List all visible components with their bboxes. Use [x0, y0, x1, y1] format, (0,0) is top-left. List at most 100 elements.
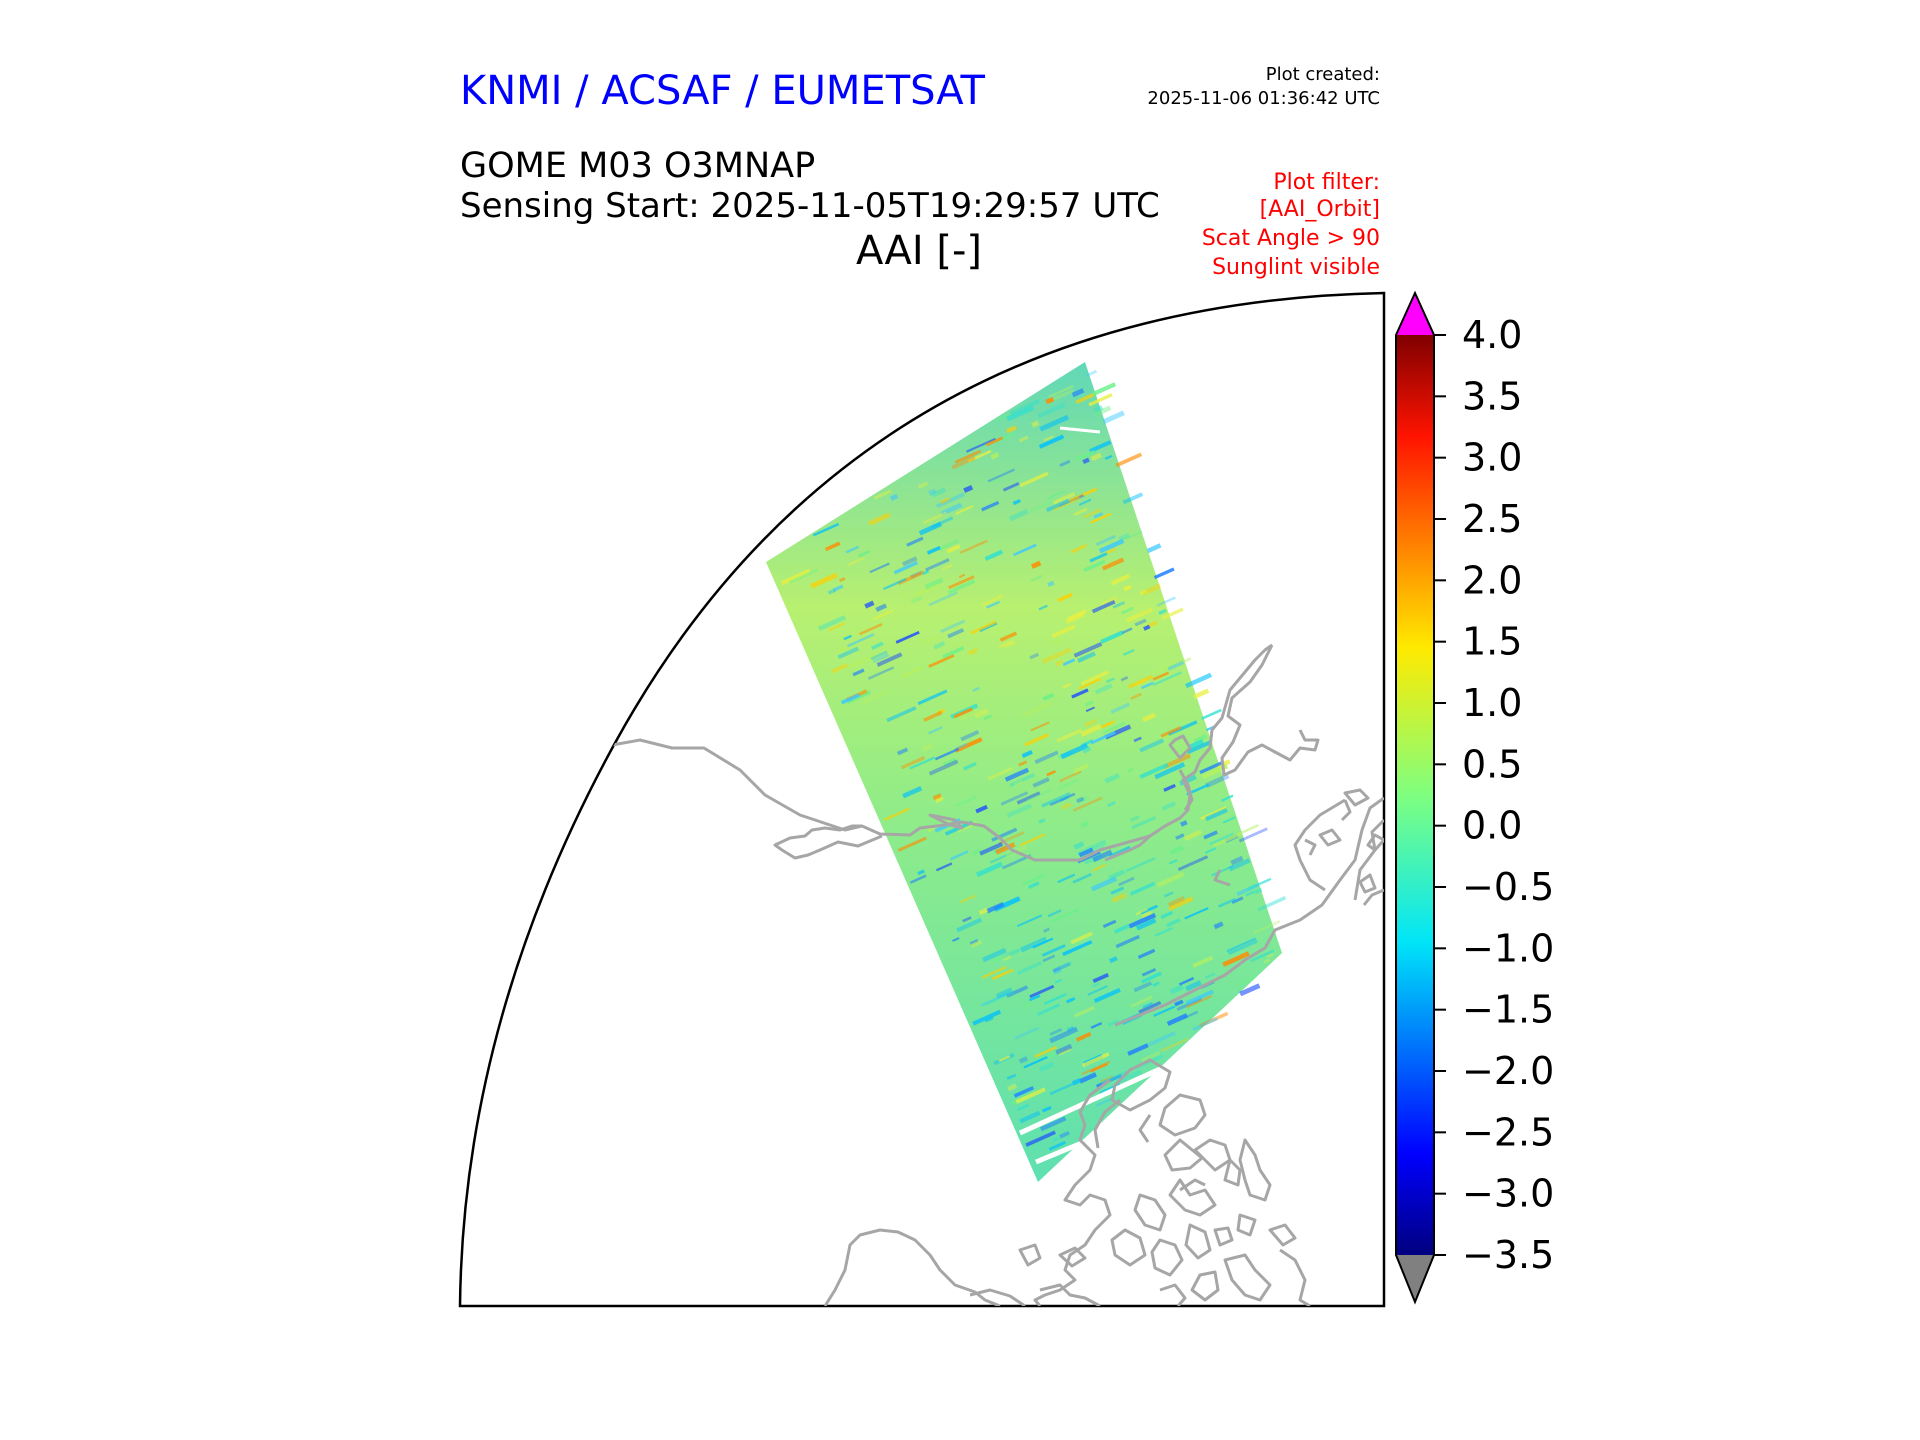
swath-pixel — [1070, 543, 1088, 554]
swath-pixel — [1078, 1072, 1097, 1084]
swath-pixel — [1137, 948, 1156, 959]
swath-pixel — [1093, 512, 1104, 519]
swath-pixel — [991, 827, 1018, 842]
swath-pixel — [1030, 574, 1043, 582]
swath-pixel — [1142, 712, 1156, 723]
swath-pixel — [1205, 773, 1230, 788]
swath-pixel — [1199, 1011, 1229, 1028]
swath-pixel — [1186, 739, 1213, 755]
colorbar-tick-label: −1.5 — [1462, 988, 1554, 1032]
swath-pixel — [923, 710, 943, 722]
swath-pixel — [1009, 773, 1036, 788]
swath-pixel — [1093, 987, 1121, 1004]
swath-pixel — [947, 628, 965, 639]
swath-pixel — [1069, 487, 1098, 502]
swath-pixel — [864, 600, 875, 609]
swath-pixel — [922, 511, 948, 525]
swath-pixel — [1112, 601, 1126, 609]
swath-gap — [1018, 1027, 1247, 1136]
swath-pixel — [1154, 762, 1186, 780]
swath-pixel — [962, 916, 972, 923]
swath-pixel — [1013, 778, 1024, 786]
swath-pixel — [868, 512, 891, 526]
swath-pixel — [1082, 508, 1101, 519]
swath-pixel — [1130, 815, 1140, 822]
quantity-label: AAI [-] — [856, 228, 982, 274]
swath-pixel — [1021, 749, 1033, 759]
swath-pixel — [895, 630, 920, 644]
swath-pixel — [1209, 832, 1234, 846]
swath-pixel — [940, 502, 963, 516]
swath-pixel — [980, 992, 1010, 1007]
swath-pixel — [1001, 953, 1012, 962]
swath-pixel — [1049, 1082, 1075, 1096]
swath-pixel — [832, 584, 844, 592]
swath-pixel — [835, 645, 848, 653]
swath-pixel — [953, 707, 973, 719]
swath-pixel — [1160, 910, 1174, 919]
swath-pixel — [928, 591, 958, 607]
swath-pixel — [924, 577, 944, 590]
plot-filter-title: Plot filter: — [1273, 170, 1380, 195]
swath-pixel — [1091, 863, 1107, 872]
swath-pixel — [948, 575, 975, 590]
swath-pixel — [1203, 830, 1218, 840]
swath-pixel — [1051, 388, 1075, 402]
swath-pixel — [1222, 816, 1236, 824]
swath-pixel — [1212, 832, 1242, 848]
swath-pixel — [981, 500, 1000, 512]
swath-pixel — [1005, 985, 1029, 998]
swath-pixel — [1105, 547, 1117, 555]
swath-pixel — [1004, 767, 1030, 782]
swath-pixel — [1122, 492, 1144, 505]
swath-pixel — [1042, 954, 1056, 963]
swath-pixel — [1052, 1136, 1060, 1142]
swath-pixel — [963, 762, 977, 771]
swath-pixel — [1135, 908, 1148, 916]
swath-pixel — [1088, 393, 1113, 407]
swath-pixel — [1253, 920, 1281, 934]
swath-pixel — [1147, 1031, 1176, 1047]
swath-pixel — [1014, 1026, 1039, 1040]
swath-pixel — [934, 747, 960, 761]
swath-pixel — [1051, 624, 1076, 639]
swath-pixel — [1018, 1056, 1029, 1064]
swath-pixel — [1166, 1013, 1188, 1026]
swath-pixel — [1092, 972, 1109, 984]
swath-pixel — [1169, 984, 1184, 995]
swath-pixel — [1213, 921, 1224, 930]
swath-pixel — [1077, 651, 1096, 663]
swath-pixel — [1066, 1025, 1075, 1032]
swath-pixel — [967, 449, 992, 463]
swath-pixel — [1039, 414, 1070, 432]
swath-pixel — [1095, 1097, 1114, 1107]
swath-pixel — [1205, 807, 1228, 822]
swath-pixel — [890, 493, 899, 501]
swath-pixel — [1247, 877, 1272, 891]
swath-pixel — [974, 708, 989, 719]
swath-pixel — [1177, 855, 1209, 871]
colorbar-tick-label: 3.5 — [1462, 374, 1522, 418]
swath-pixel — [1105, 677, 1115, 684]
swath-pixel — [1042, 692, 1055, 701]
swath-pixel — [830, 663, 848, 674]
swath-pixel — [1101, 557, 1125, 571]
swath-pixel — [951, 455, 976, 470]
swath-pixel — [1221, 794, 1234, 802]
swath-pixel — [1204, 972, 1216, 979]
swath-pixel — [1080, 723, 1102, 737]
swath-pixel — [987, 766, 1014, 781]
swath-pixel — [1006, 803, 1033, 818]
swath-pixel — [1045, 396, 1055, 405]
swath-pixel — [1189, 739, 1204, 749]
swath-pixel — [1009, 399, 1040, 416]
swath-pixel — [1141, 968, 1157, 977]
swath-pixel — [925, 558, 950, 572]
swath-pixel — [955, 505, 974, 515]
swath-pixel — [1058, 494, 1084, 508]
swath-pixel — [1167, 895, 1186, 908]
swath-pixel — [1206, 725, 1215, 732]
swath-pixel — [1095, 534, 1117, 547]
swath-pixel — [984, 549, 1004, 561]
swath-pixel — [1124, 530, 1143, 541]
